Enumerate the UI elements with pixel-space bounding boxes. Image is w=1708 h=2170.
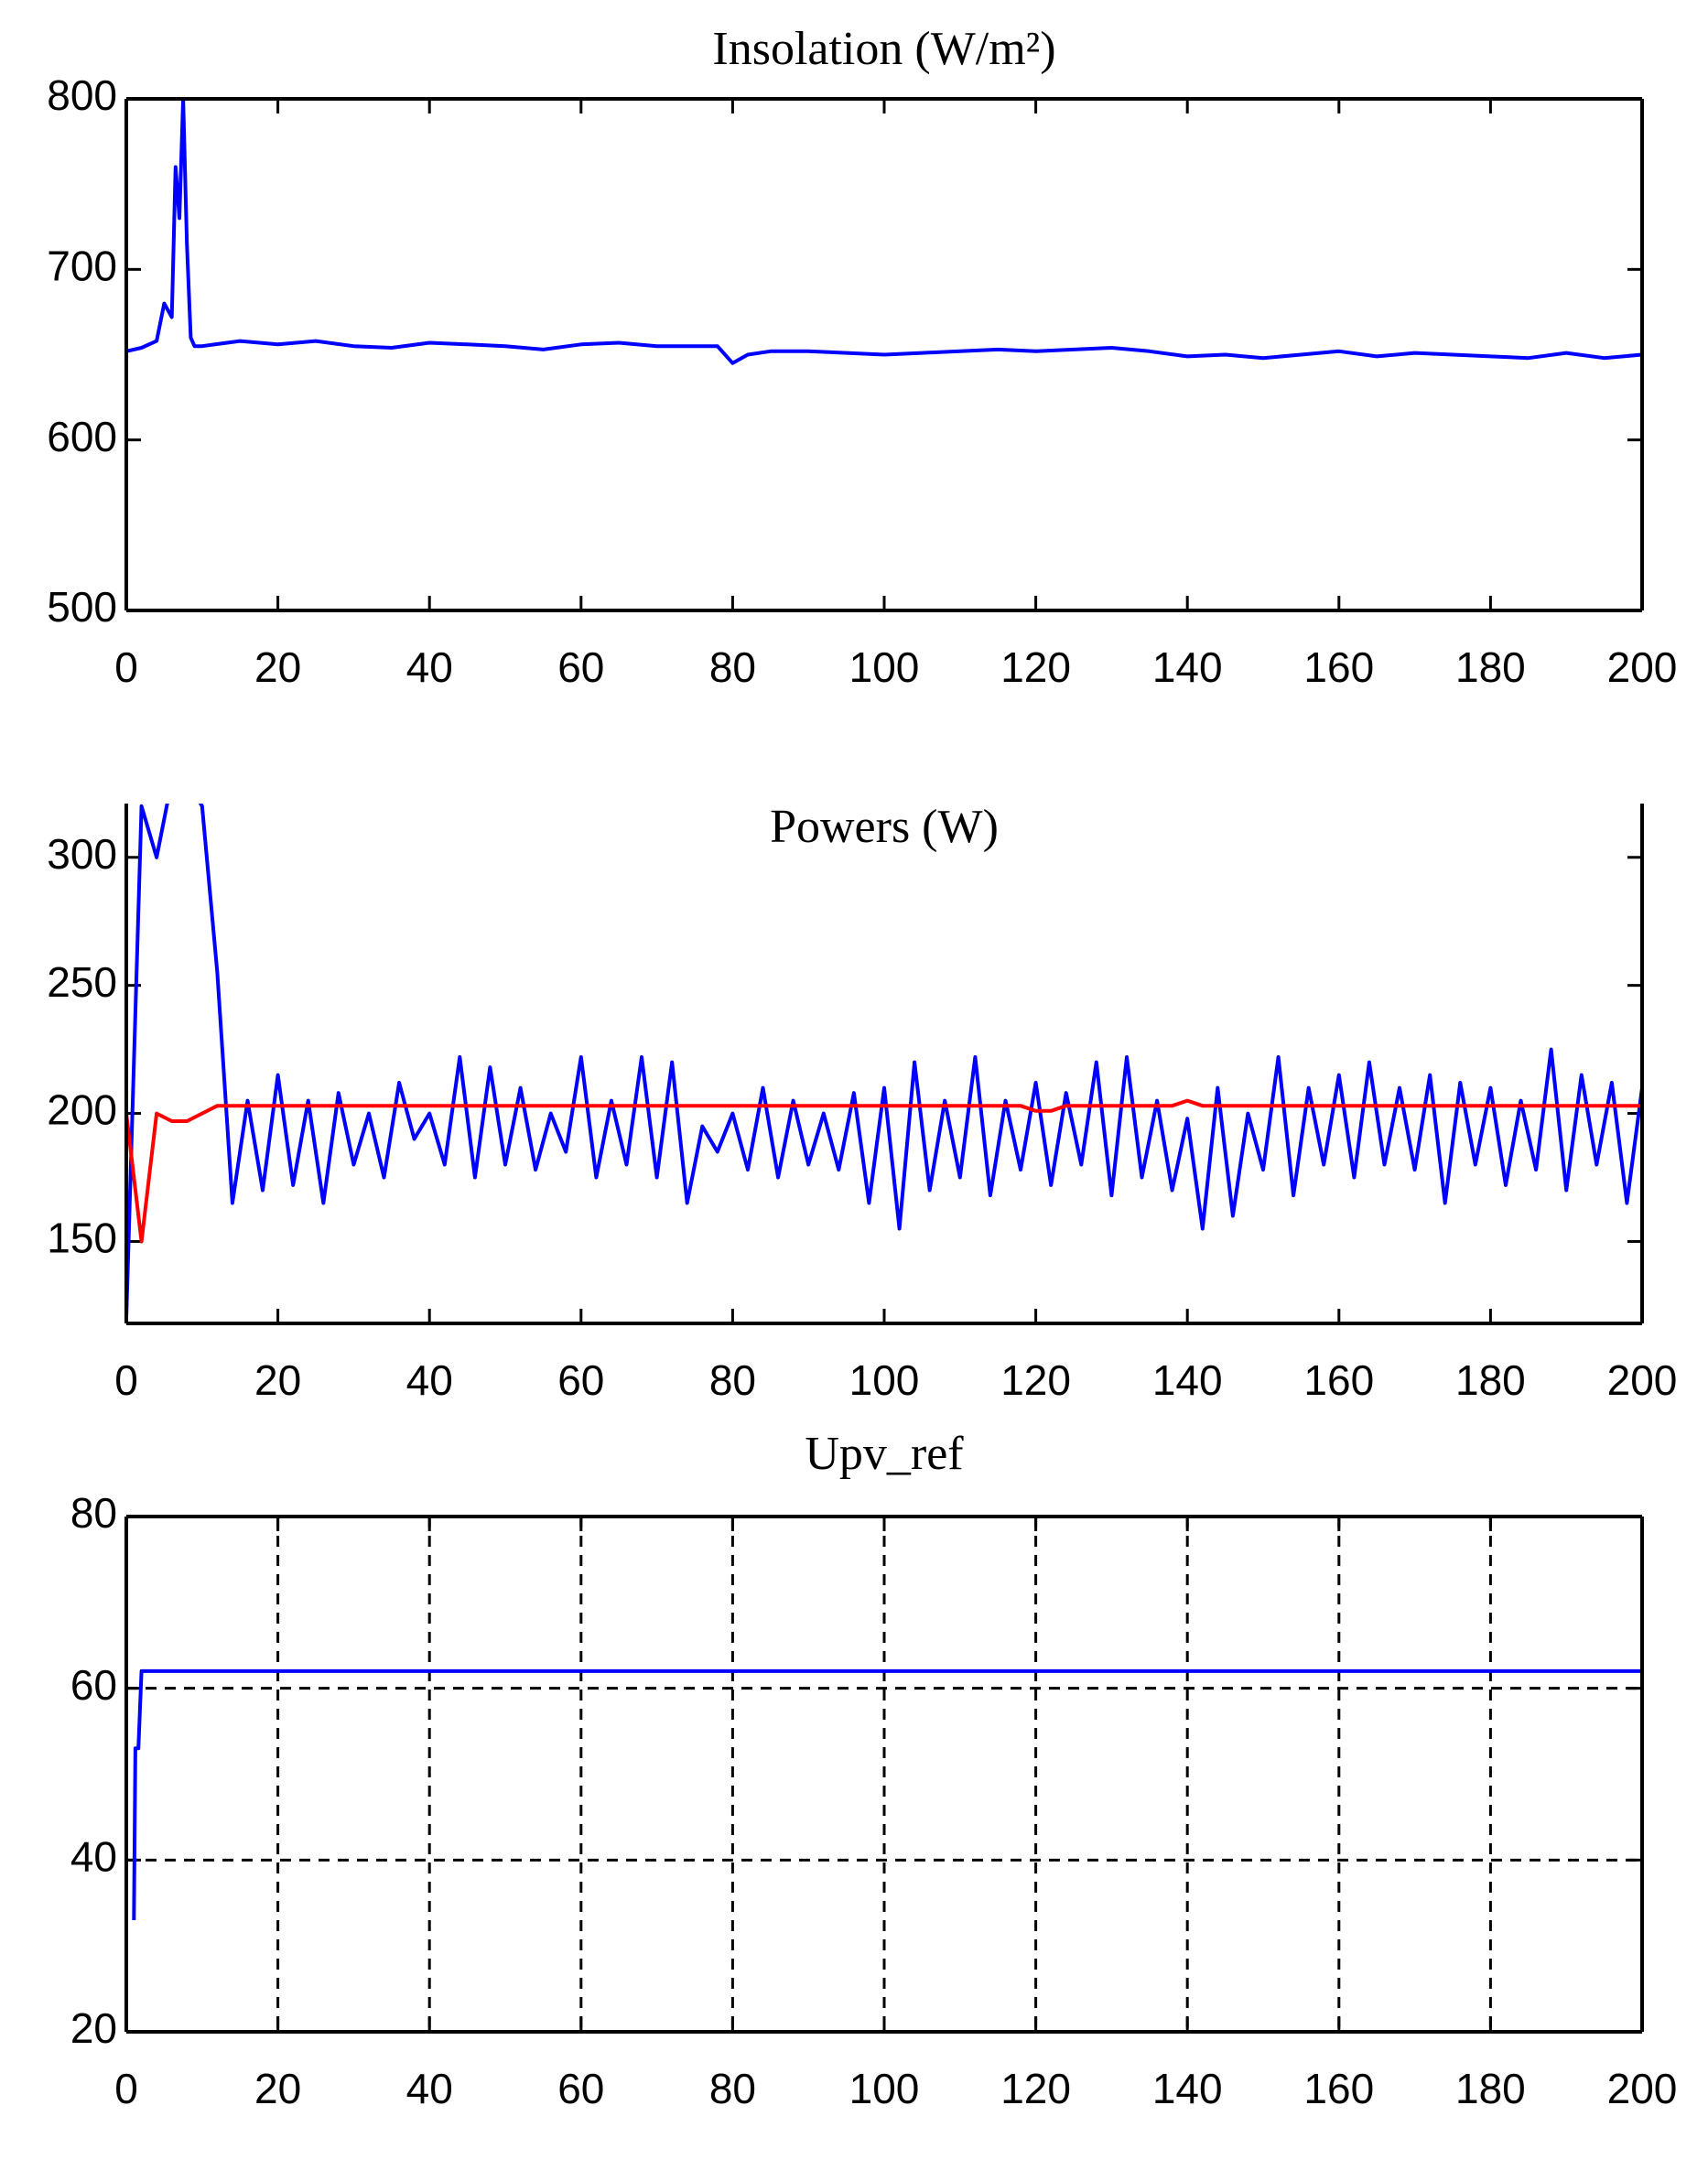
data-line [132, 1668, 1642, 1921]
x-tick-label: 0 [114, 1356, 138, 1404]
x-tick-label: 40 [406, 1356, 453, 1404]
x-tick-label: 80 [709, 643, 756, 691]
x-tick-label: 20 [254, 643, 301, 691]
y-tick-label: 500 [47, 583, 117, 631]
x-tick-label: 100 [849, 2065, 920, 2112]
y-tick-label: 800 [47, 71, 117, 119]
data-line [126, 804, 1642, 1319]
y-tick-label: 250 [47, 958, 117, 1006]
y-tick-label: 40 [70, 1832, 117, 1880]
y-tick-label: 80 [70, 1489, 117, 1537]
x-tick-label: 40 [406, 2065, 453, 2112]
x-tick-label: 120 [1000, 2065, 1071, 2112]
plot-area [126, 804, 1642, 1319]
x-tick-label: 0 [114, 643, 138, 691]
y-tick-label: 700 [47, 242, 117, 289]
x-tick-label: 140 [1152, 643, 1223, 691]
x-tick-label: 160 [1303, 2065, 1374, 2112]
x-tick-label: 60 [557, 1356, 604, 1404]
x-tick-label: 180 [1455, 1356, 1526, 1404]
x-tick-label: 100 [849, 643, 920, 691]
x-tick-label: 60 [557, 2065, 604, 2112]
x-tick-label: 80 [709, 1356, 756, 1404]
plot-area [132, 1668, 1642, 1921]
x-tick-label: 180 [1455, 2065, 1526, 2112]
x-tick-label: 20 [254, 2065, 301, 2112]
chart-title: Insolation (W/m²) [712, 23, 1055, 75]
x-tick-label: 80 [709, 2065, 756, 2112]
x-tick-label: 160 [1303, 1356, 1374, 1404]
data-line [126, 99, 1642, 365]
x-tick-label: 160 [1303, 643, 1374, 691]
x-tick-label: 140 [1152, 1356, 1223, 1404]
chart-title: Upv_ref [805, 1428, 964, 1480]
x-tick-label: 0 [114, 2065, 138, 2112]
x-tick-label: 180 [1455, 643, 1526, 691]
x-tick-label: 100 [849, 1356, 920, 1404]
y-tick-label: 20 [70, 2004, 117, 2052]
data-line [126, 1098, 1642, 1244]
chart-title: Powers (W) [770, 801, 999, 853]
x-tick-label: 200 [1607, 1356, 1678, 1404]
y-tick-label: 150 [47, 1215, 117, 1262]
x-tick-label: 200 [1607, 2065, 1678, 2112]
y-tick-label: 60 [70, 1661, 117, 1709]
plot-area [126, 99, 1642, 365]
x-tick-label: 200 [1607, 643, 1678, 691]
x-tick-label: 140 [1152, 2065, 1223, 2112]
x-tick-label: 20 [254, 1356, 301, 1404]
x-tick-label: 120 [1000, 1356, 1071, 1404]
x-tick-label: 40 [406, 643, 453, 691]
x-tick-label: 60 [557, 643, 604, 691]
y-tick-label: 300 [47, 830, 117, 878]
x-tick-label: 120 [1000, 643, 1071, 691]
y-tick-label: 600 [47, 413, 117, 460]
y-tick-label: 200 [47, 1086, 117, 1134]
